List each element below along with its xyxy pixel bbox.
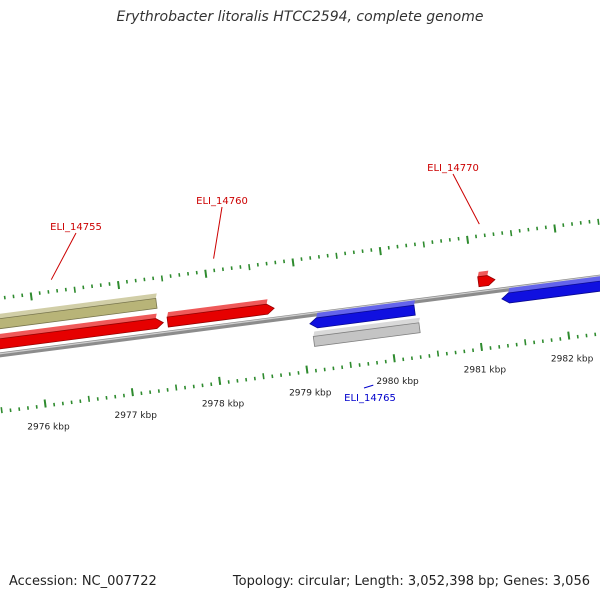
tick-mark-lower — [218, 376, 222, 385]
tick-label: 2977 kbp — [115, 411, 158, 421]
tick-mark-lower — [392, 354, 396, 363]
gene-red-3[interactable] — [477, 270, 496, 288]
tick-label: 2978 kbp — [202, 400, 245, 410]
gene-red-1-leader-line — [50, 232, 77, 280]
tick-mark-upper — [29, 292, 33, 301]
tick-mark-lower — [130, 388, 134, 397]
gene-red-3-leader-line — [452, 173, 480, 225]
tick-mark-lower — [349, 361, 352, 368]
gene-blue-1-body — [309, 304, 416, 329]
gene-red-3-label[interactable]: ELI_14770 — [427, 163, 479, 174]
tick-mark-lower — [174, 384, 178, 391]
label-layer: ELI_14755 ELI_14760 ELI_14765 ELI_14770 — [50, 163, 480, 404]
gene-blue-1[interactable] — [309, 300, 416, 329]
tick-mark-upper — [73, 286, 76, 293]
tick-mark-lower — [87, 395, 91, 402]
gene-red-2-label[interactable]: ELI_14760 — [196, 196, 248, 207]
tick-mark-upper — [248, 264, 251, 271]
gene-red-1-bevel — [0, 313, 157, 339]
tick-mark-lower — [567, 331, 571, 340]
tick-mark-lower — [524, 339, 527, 346]
gene-gray-1-bevel — [313, 317, 420, 337]
gene-red-2-leader-line — [213, 206, 223, 259]
tick-mark-lower — [0, 407, 3, 414]
tick-mark-upper — [553, 224, 557, 233]
tick-label: 2981 kbp — [464, 366, 507, 376]
tick-label: 2976 kbp — [27, 422, 70, 432]
gene-olive-1[interactable] — [0, 293, 158, 335]
gene-red-1-label[interactable]: ELI_14755 — [50, 222, 102, 233]
gene-gray-1-leader-line — [363, 384, 374, 389]
tick-mark-upper — [117, 280, 121, 290]
tick-mark-upper — [160, 275, 164, 282]
gene-red-2[interactable] — [166, 299, 275, 328]
tick-layer: 2976 kbp 2977 kbp 2978 kbp 2979 kbp 2980 kbp… — [0, 218, 600, 432]
gene-blue-2-bevel — [508, 276, 600, 294]
tick-mark-lower — [43, 399, 47, 408]
tick-mark-upper — [466, 235, 470, 244]
gene-olive-1-bevel — [0, 293, 157, 319]
gene-red-3-body — [477, 275, 496, 288]
gene-red-1[interactable] — [0, 313, 165, 355]
gene-layer — [0, 270, 600, 355]
tick-mark-upper — [422, 241, 426, 248]
tick-label: 2979 kbp — [289, 388, 332, 398]
tick-mark-lower — [262, 373, 265, 380]
tick-mark-upper — [291, 258, 295, 267]
gene-olive-1-body — [0, 297, 158, 330]
gene-gray-1-label[interactable]: ELI_14765 — [344, 393, 396, 404]
gene-blue-2[interactable] — [501, 272, 600, 304]
map-title: Erythrobacter litoralis HTCC2594, comple… — [116, 9, 484, 25]
tick-mark-lower — [436, 350, 440, 357]
accession-text: Accession: NC_007722 — [9, 574, 157, 589]
tick-mark-upper — [204, 269, 208, 278]
tick-label: 2982 kbp — [551, 354, 594, 364]
genome-summary-text: Topology: circular; Length: 3,052,398 bp… — [232, 574, 590, 589]
tick-mark-upper — [509, 230, 513, 237]
gene-gray-1-body — [312, 322, 421, 347]
gene-red-1-body — [0, 318, 165, 350]
gene-red-3-bevel — [477, 270, 489, 277]
gene-blue-1-bevel — [316, 300, 415, 318]
tick-mark-upper — [378, 247, 382, 256]
tick-mark-upper — [335, 252, 338, 259]
tick-mark-lower — [305, 365, 309, 374]
tick-label: 2980 kbp — [376, 377, 419, 387]
gene-red-2-body — [166, 303, 275, 328]
tick-mark-lower — [479, 342, 483, 352]
tick-mark-upper — [597, 218, 600, 225]
gene-gray-1[interactable] — [312, 317, 421, 347]
gene-blue-2-body — [501, 280, 600, 304]
genome-backbone-highlight — [0, 275, 600, 355]
gene-red-2-bevel — [167, 299, 268, 318]
